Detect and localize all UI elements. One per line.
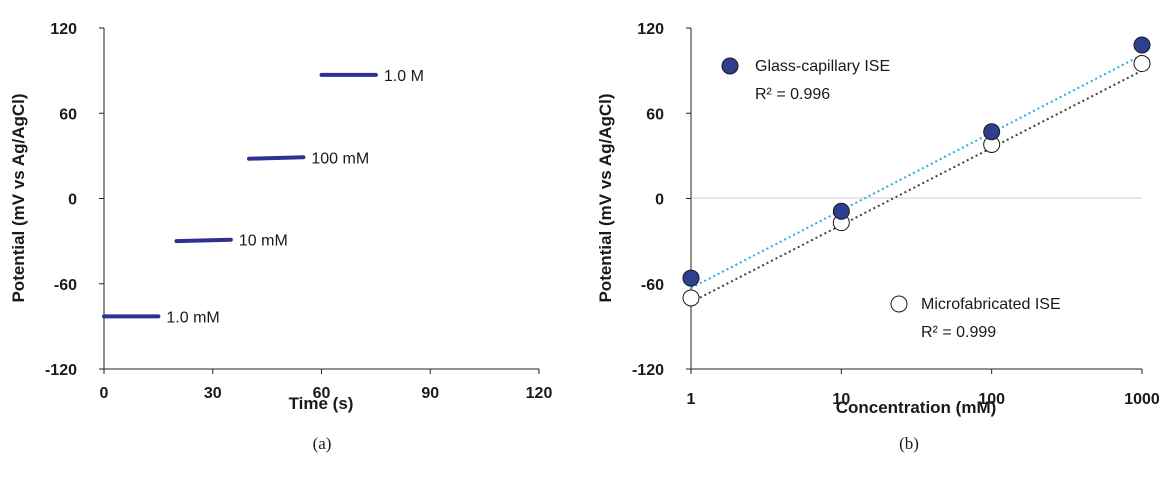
- y-tick-label: 60: [646, 106, 664, 123]
- r2-label-glass: R² = 0.996: [755, 86, 830, 103]
- series-label: 10 mM: [239, 233, 288, 250]
- panel-a: -120 -60 0 60 120 0 30 60 90 120 1.0 mM 10 mM 100 …: [9, 21, 552, 453]
- legend-marker-micro: [890, 295, 908, 313]
- series-label: 100 mM: [311, 150, 369, 167]
- x-tick-label: 1000: [1124, 391, 1160, 408]
- x-tick-label: 10: [832, 391, 850, 408]
- series-line: [247, 155, 306, 161]
- y-axis-label-a: Potential (mV vs Ag/AgCl): [9, 93, 28, 302]
- legend-label-glass: Glass-capillary ISE: [755, 58, 890, 75]
- x-tick-label: 30: [204, 385, 222, 402]
- x-axis-label-b: Concentration (mM): [836, 398, 997, 417]
- x-tick-label: 100: [978, 391, 1005, 408]
- data-point: [682, 289, 700, 307]
- r2-label-micro: R² = 0.999: [921, 324, 996, 341]
- data-point: [832, 202, 850, 220]
- x-tick-label: 0: [100, 385, 109, 402]
- y-axis-label-b: Potential (mV vs Ag/AgCl): [596, 93, 615, 302]
- x-axis-label-a: Time (s): [289, 394, 354, 413]
- caption-b: (b): [899, 434, 919, 453]
- y-tick-label: 0: [68, 192, 77, 209]
- x-tick-label: 1: [687, 391, 696, 408]
- data-point: [983, 123, 1001, 141]
- data-point: [1133, 36, 1151, 54]
- x-tick-label: 120: [526, 385, 553, 402]
- trend-line: [690, 69, 1143, 304]
- y-tick-label: -60: [641, 277, 664, 294]
- y-tick-label: 60: [59, 106, 77, 123]
- y-tick-label: -60: [54, 277, 77, 294]
- y-tick-label: 0: [655, 192, 664, 209]
- y-tick-label: -120: [632, 362, 664, 379]
- legend-marker-glass: [721, 57, 739, 75]
- x-tick-label: 60: [313, 385, 331, 402]
- caption-a: (a): [313, 434, 332, 453]
- y-tick-label: -120: [45, 362, 77, 379]
- data-point: [1133, 55, 1151, 73]
- x-tick-label: 90: [421, 385, 439, 402]
- y-tick-label: 120: [637, 21, 664, 38]
- series-line: [174, 237, 233, 244]
- data-point: [682, 269, 700, 287]
- y-tick-label: 120: [50, 21, 77, 38]
- series-label: 1.0 mM: [166, 309, 219, 326]
- legend-label-micro: Microfabricated ISE: [921, 296, 1061, 313]
- series-label: 1.0 M: [384, 68, 424, 85]
